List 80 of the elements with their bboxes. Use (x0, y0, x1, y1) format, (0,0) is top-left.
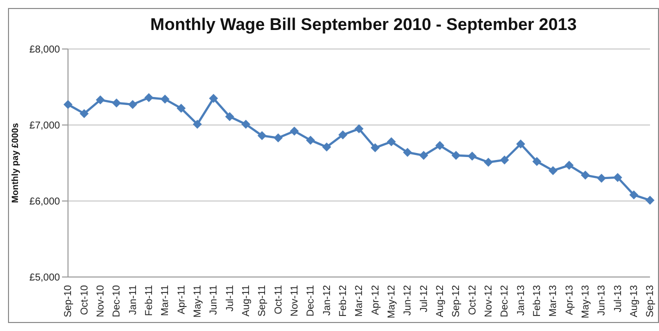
x-tick-label: Dec-12 (500, 284, 511, 318)
x-tick-label: Aug-12 (434, 284, 446, 318)
point (128, 100, 138, 109)
x-tick-label: Aug-13 (628, 284, 640, 318)
point (274, 133, 283, 142)
x-tick-label: Dec-10 (112, 284, 123, 318)
x-tick-label: Oct-12 (467, 284, 478, 316)
point (580, 170, 590, 180)
x-tick-label: Jan-11 (128, 284, 139, 315)
x-tick-label: Sep-12 (451, 284, 462, 318)
point (629, 190, 638, 200)
point (386, 137, 396, 146)
x-tick-label: Jan-12 (322, 284, 333, 316)
point (419, 150, 428, 160)
x-tick-label: May-11 (192, 284, 204, 318)
x-tick-label: Mar-11 (160, 284, 172, 316)
point (597, 174, 606, 183)
x-tick-label: Sep-10 (63, 284, 74, 318)
point (225, 112, 234, 122)
point (532, 156, 542, 166)
point (564, 160, 574, 170)
x-tick-label: Aug-11 (240, 284, 252, 317)
point (613, 172, 622, 182)
point (112, 98, 121, 108)
x-tick-label: Sep-13 (645, 284, 656, 318)
point (435, 141, 444, 150)
x-tick-label: Feb-13 (532, 284, 543, 317)
point (192, 120, 202, 129)
point (290, 126, 299, 136)
point (516, 140, 526, 148)
point (370, 143, 380, 152)
x-tick-label: Jul-11 (224, 284, 236, 312)
point (468, 152, 477, 161)
point (548, 166, 558, 176)
point (209, 94, 218, 103)
point (176, 104, 186, 113)
x-tick-label: Mar-13 (548, 284, 560, 317)
point (64, 100, 72, 109)
point (403, 148, 412, 157)
x-tick-label: Nov-12 (483, 284, 494, 318)
point (322, 142, 332, 152)
y-tick-label: £7,000 (29, 120, 60, 132)
point (354, 124, 364, 134)
x-tick-label: Jun-11 (208, 284, 220, 315)
x-tick-label: Feb-12 (338, 284, 349, 317)
point (258, 131, 266, 140)
x-tick-label: Apr-12 (370, 284, 382, 316)
x-tick-label: Apr-13 (564, 284, 576, 316)
point (241, 120, 250, 129)
point (96, 95, 105, 104)
x-tick-label: Oct-11 (273, 284, 284, 314)
x-tick-label: Jan-13 (516, 284, 527, 316)
x-tick-label: Feb-11 (144, 284, 155, 316)
chart-title: Monthly Wage Bill September 2010 - September 2013 (149, 15, 578, 35)
point (306, 136, 315, 145)
x-tick-label: May-12 (386, 284, 398, 318)
x-tick-label: Nov-11 (289, 284, 300, 316)
x-tick-label: Jul-12 (418, 284, 430, 312)
x-tick-label: Jun-12 (402, 284, 414, 316)
y-axis-title: Monthly pay £000s (10, 122, 20, 204)
point (80, 109, 89, 118)
point (484, 158, 493, 167)
y-tick-label: £6,000 (29, 196, 60, 208)
x-tick-label: Apr-11 (176, 284, 188, 314)
x-tick-label: Sep-11 (257, 284, 268, 317)
x-tick-label: Nov-10 (95, 284, 106, 318)
x-tick-label: Oct-10 (79, 284, 90, 316)
point (160, 94, 170, 104)
x-tick-label: Dec-11 (306, 284, 317, 316)
point (500, 155, 509, 164)
x-tick-label: Mar-12 (354, 284, 366, 317)
x-tick-label: May-13 (580, 284, 592, 318)
point (338, 130, 348, 140)
y-tick-label: £5,000 (29, 272, 60, 284)
point (144, 93, 154, 102)
point (646, 196, 654, 205)
y-tick-label: £8,000 (29, 44, 60, 56)
point (452, 150, 460, 160)
x-tick-label: Jul-13 (612, 284, 624, 312)
x-tick-label: Jun-13 (596, 284, 608, 316)
